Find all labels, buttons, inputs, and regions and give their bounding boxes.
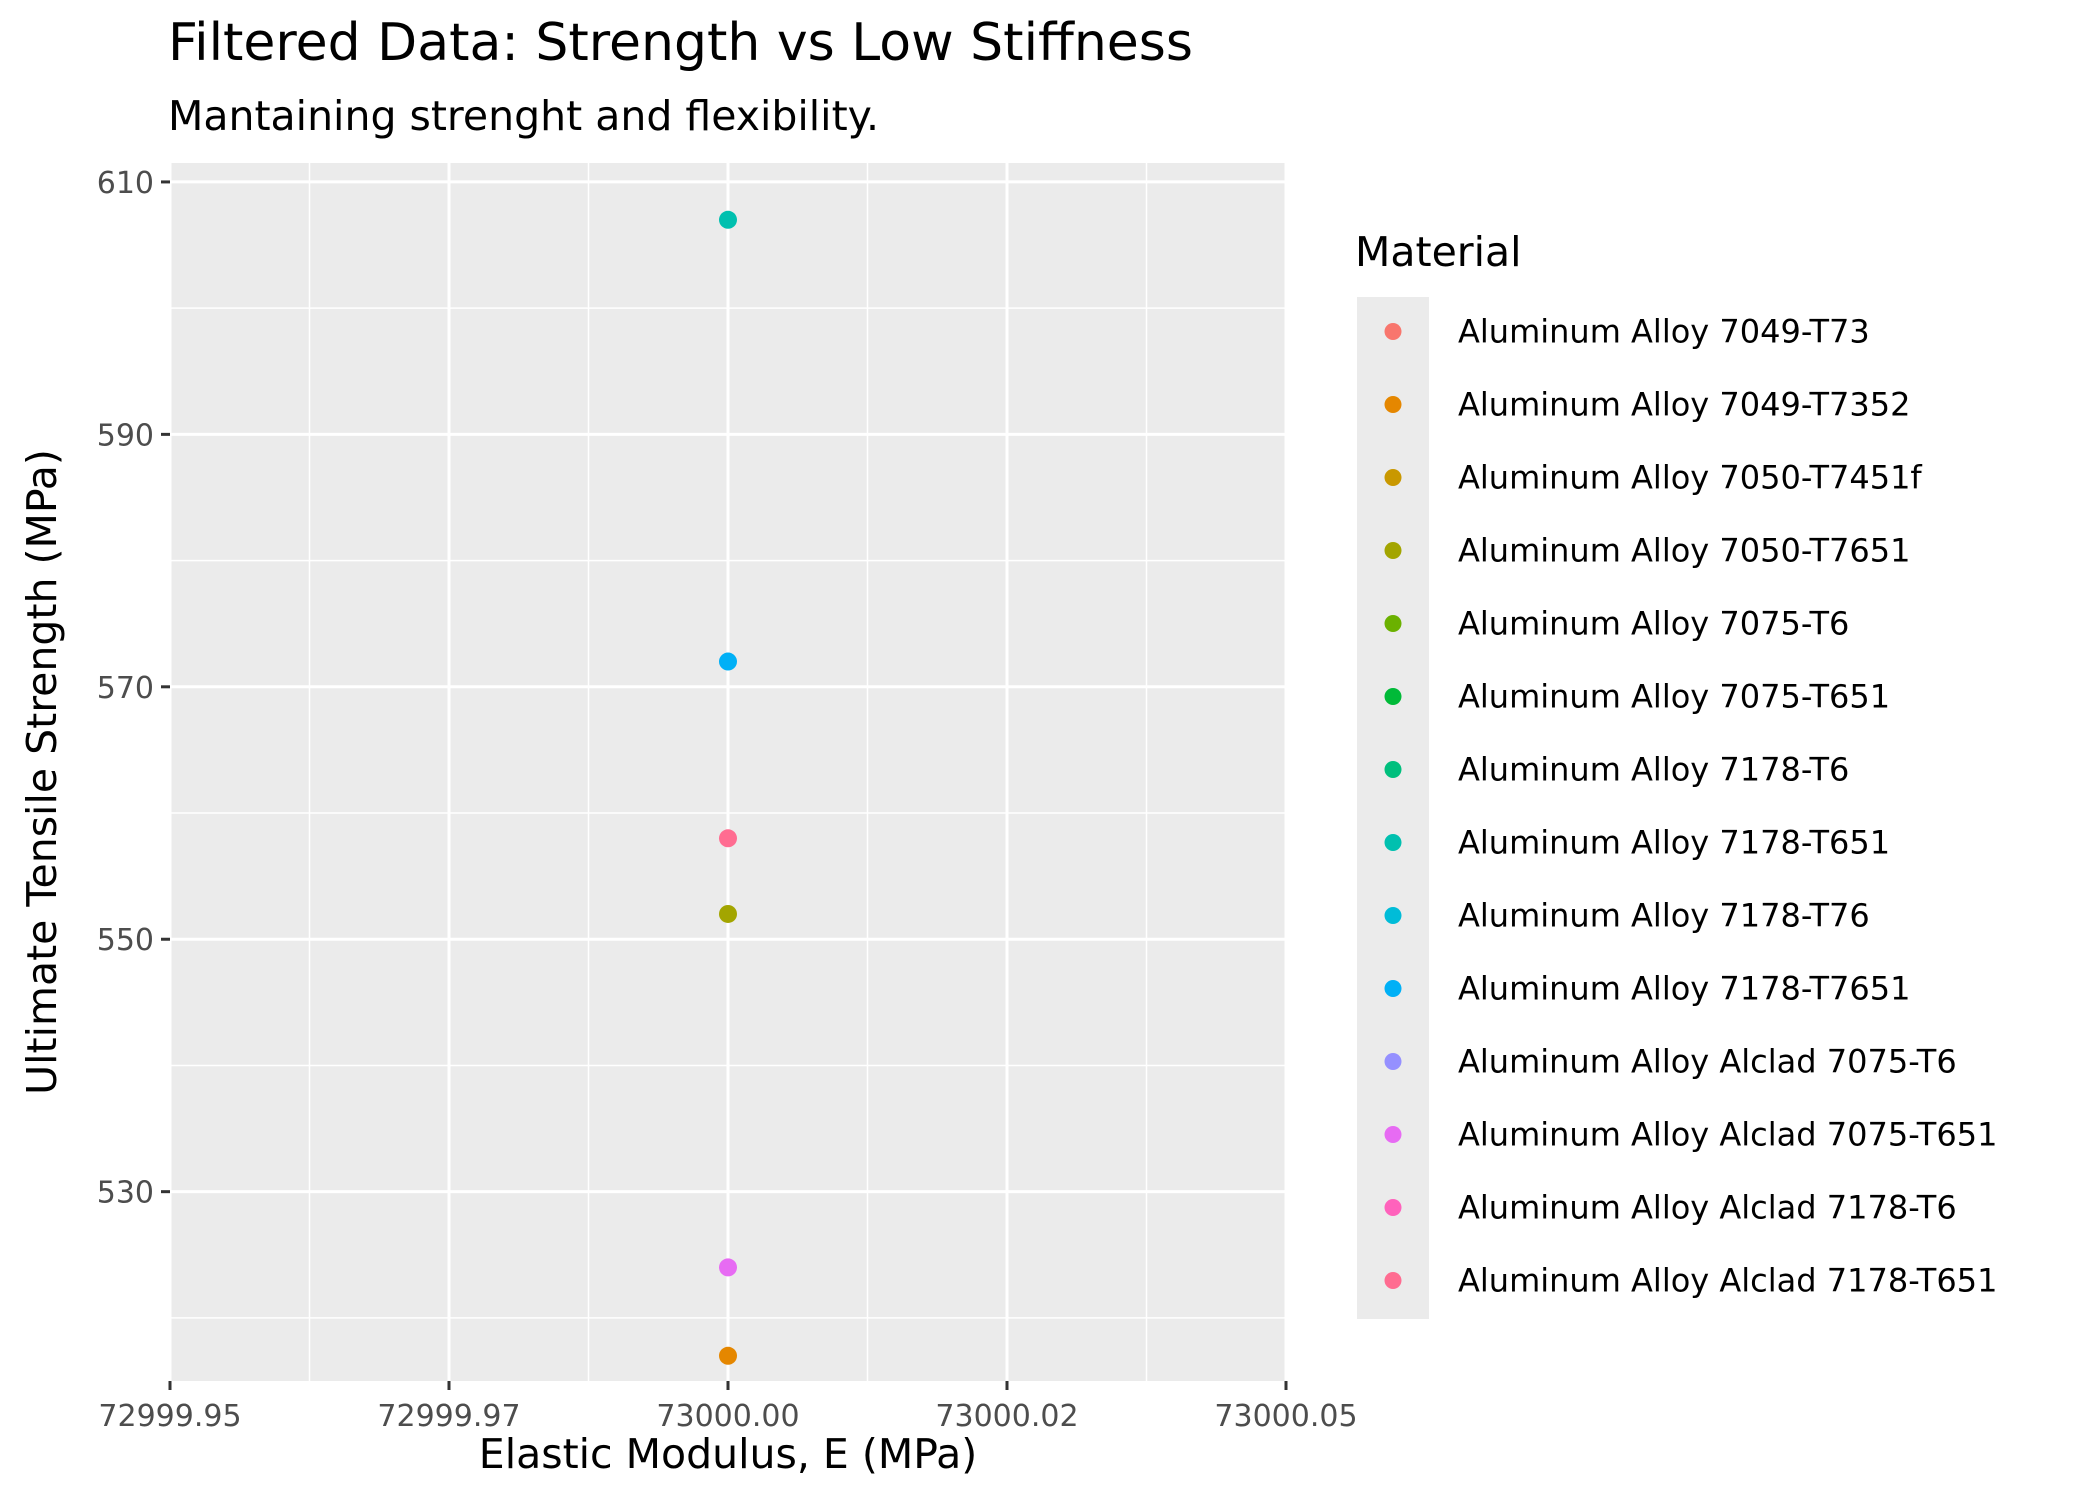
x-tick-label: 72999.95 xyxy=(98,1399,241,1434)
legend-item-label: Aluminum Alloy 7178-T6 xyxy=(1458,751,1849,789)
legend-key xyxy=(1384,1272,1402,1289)
chart-subtitle: Mantaining strenght and flexibility. xyxy=(168,92,879,140)
x-tick-label: 72999.97 xyxy=(377,1399,520,1434)
legend-key xyxy=(1384,1126,1402,1143)
legend-key xyxy=(1384,688,1402,705)
data-point xyxy=(719,904,737,923)
y-tick-label: 550 xyxy=(97,923,154,958)
data-point xyxy=(719,210,737,229)
y-tick-label: 570 xyxy=(97,671,154,706)
data-point xyxy=(719,829,737,848)
y-tick-label: 610 xyxy=(97,166,154,201)
legend-key-background xyxy=(1357,297,1429,1319)
legend-key xyxy=(1384,323,1402,340)
legend-item-label: Aluminum Alloy 7075-T651 xyxy=(1458,678,1890,716)
legend-item-label: Aluminum Alloy Alclad 7178-T6 xyxy=(1458,1189,1957,1227)
x-tick-label: 73000.00 xyxy=(656,1399,799,1434)
x-axis-title: Elastic Modulus, E (MPa) xyxy=(479,1430,977,1478)
legend-item-label: Aluminum Alloy 7075-T6 xyxy=(1458,605,1849,643)
legend-key xyxy=(1384,1053,1402,1070)
grid-lines xyxy=(168,163,1288,1381)
data-point xyxy=(719,652,737,671)
data-points xyxy=(719,210,737,1365)
legend: Material Aluminum Alloy 7049-T73 Aluminum… xyxy=(1355,228,1997,1319)
legend-key xyxy=(1384,761,1402,778)
y-tick-label: 530 xyxy=(97,1176,154,1211)
legend-item-label: Aluminum Alloy Alclad 7075-T651 xyxy=(1458,1116,1997,1154)
legend-key xyxy=(1384,1199,1402,1216)
y-axis-title: Ultimate Tensile Strength (MPa) xyxy=(18,449,66,1095)
legend-item-label: Aluminum Alloy 7049-T7352 xyxy=(1458,386,1910,424)
legend-item-label: Aluminum Alloy Alclad 7075-T6 xyxy=(1458,1043,1957,1081)
legend-item-label: Aluminum Alloy 7050-T7451f xyxy=(1458,459,1922,497)
legend-key xyxy=(1384,834,1402,851)
x-tick-label: 73000.02 xyxy=(935,1399,1078,1434)
legend-key xyxy=(1384,542,1402,559)
x-axis: 72999.95 72999.97 73000.00 73000.02 73000.05 xyxy=(98,1381,1358,1434)
legend-title: Material xyxy=(1355,228,1522,276)
legend-key xyxy=(1384,396,1402,413)
data-point xyxy=(719,1258,737,1277)
legend-item-label: Aluminum Alloy 7178-T76 xyxy=(1458,897,1870,935)
x-tick-label: 73000.05 xyxy=(1214,1399,1357,1434)
legend-item-label: Aluminum Alloy 7178-T7651 xyxy=(1458,970,1910,1008)
y-tick-label: 590 xyxy=(97,418,154,453)
chart-title: Filtered Data: Strength vs Low Stiffness xyxy=(168,13,1193,73)
legend-key xyxy=(1384,469,1402,486)
legend-item-label: Aluminum Alloy 7049-T73 xyxy=(1458,313,1870,351)
legend-key xyxy=(1384,907,1402,924)
legend-item-label: Aluminum Alloy 7178-T651 xyxy=(1458,824,1890,862)
legend-item-label: Aluminum Alloy Alclad 7178-T651 xyxy=(1458,1262,1997,1300)
legend-key xyxy=(1384,980,1402,997)
y-axis: 530 550 570 590 610 xyxy=(97,166,170,1211)
legend-key xyxy=(1384,615,1402,632)
data-point xyxy=(719,1346,737,1365)
legend-item-label: Aluminum Alloy 7050-T7651 xyxy=(1458,532,1910,570)
